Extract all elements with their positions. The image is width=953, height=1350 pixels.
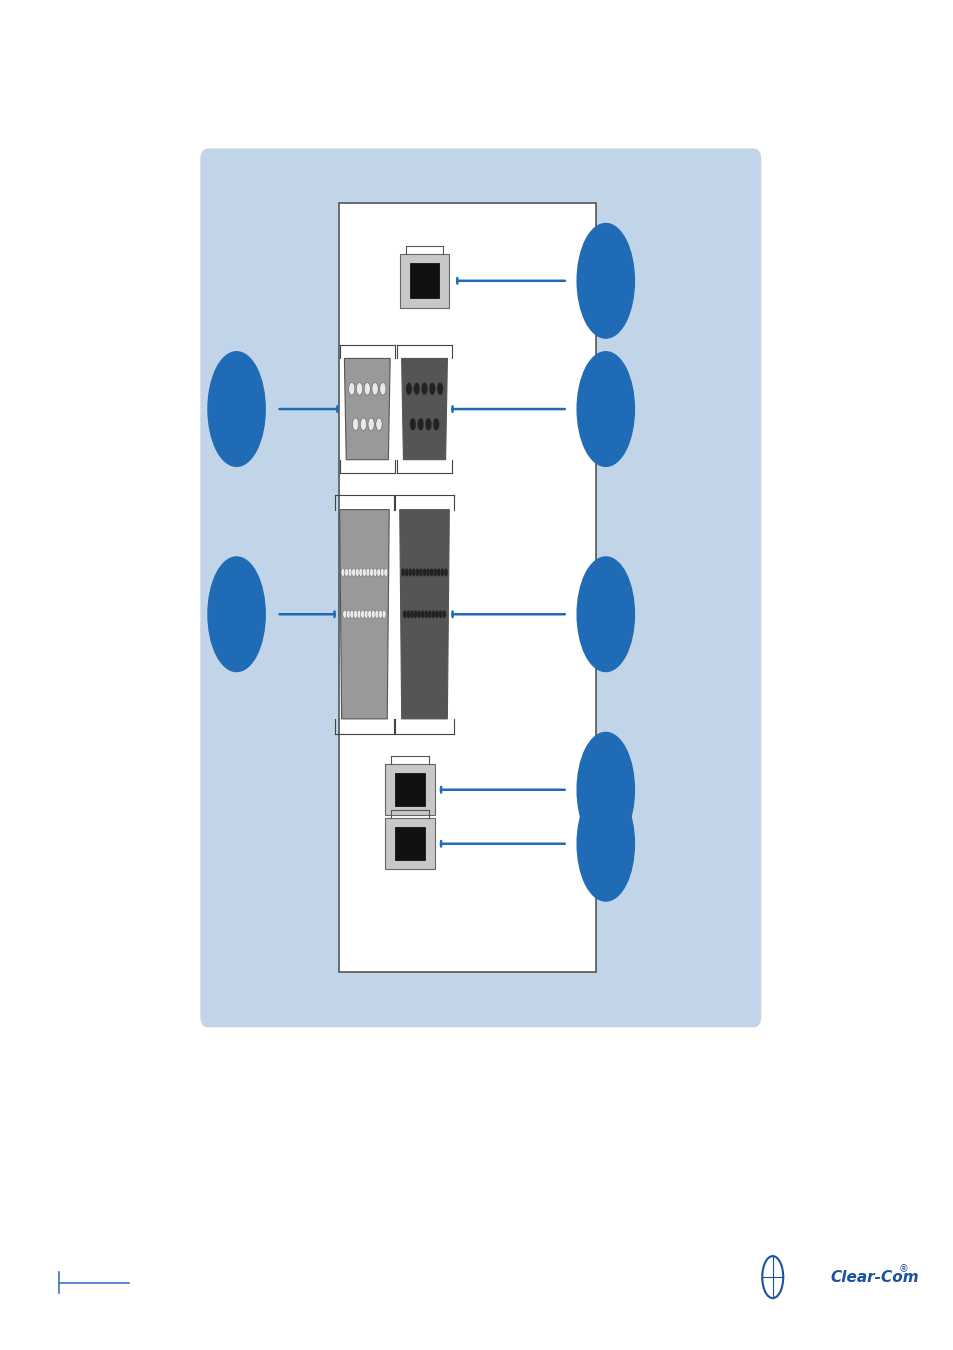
Ellipse shape [355,568,359,576]
Ellipse shape [208,558,265,671]
Ellipse shape [373,568,376,576]
Ellipse shape [371,610,375,618]
Ellipse shape [443,568,448,576]
Ellipse shape [406,610,410,618]
Ellipse shape [368,418,374,431]
FancyBboxPatch shape [399,254,449,308]
Ellipse shape [376,568,380,576]
Ellipse shape [356,382,362,396]
Ellipse shape [428,610,432,618]
Ellipse shape [375,418,382,431]
Ellipse shape [356,610,360,618]
Ellipse shape [425,418,431,431]
Ellipse shape [433,418,439,431]
Ellipse shape [208,352,265,466]
Ellipse shape [372,382,377,396]
Ellipse shape [426,568,430,576]
Ellipse shape [577,224,634,338]
Bar [338,202,596,972]
Ellipse shape [364,382,370,396]
Ellipse shape [350,610,354,618]
Ellipse shape [368,610,372,618]
Ellipse shape [352,418,358,431]
FancyBboxPatch shape [385,818,435,869]
Polygon shape [401,358,447,459]
Text: ®: ® [898,1264,907,1274]
Ellipse shape [408,568,412,576]
Ellipse shape [431,610,435,618]
Ellipse shape [429,568,434,576]
Ellipse shape [364,610,368,618]
Ellipse shape [436,568,440,576]
Text: Clear-Com: Clear-Com [829,1269,918,1285]
Ellipse shape [400,568,405,576]
Bar [395,774,425,806]
Ellipse shape [420,610,424,618]
Ellipse shape [360,610,364,618]
Ellipse shape [577,733,634,846]
Polygon shape [344,358,390,459]
Ellipse shape [424,610,428,618]
Ellipse shape [415,568,419,576]
Ellipse shape [410,610,414,618]
Polygon shape [399,510,449,720]
Ellipse shape [422,568,426,576]
Ellipse shape [433,568,436,576]
Bar [409,263,439,298]
Polygon shape [339,510,389,720]
Ellipse shape [405,382,412,396]
Ellipse shape [440,568,444,576]
Ellipse shape [414,382,419,396]
Ellipse shape [342,610,346,618]
Ellipse shape [421,382,427,396]
Ellipse shape [340,568,345,576]
Ellipse shape [369,568,374,576]
FancyBboxPatch shape [385,764,435,815]
Ellipse shape [416,610,420,618]
Ellipse shape [344,568,348,576]
Ellipse shape [412,568,416,576]
Ellipse shape [577,558,634,671]
Ellipse shape [414,610,417,618]
Ellipse shape [435,610,438,618]
Ellipse shape [429,382,435,396]
Ellipse shape [360,418,366,431]
Ellipse shape [348,568,352,576]
Ellipse shape [436,382,443,396]
Ellipse shape [375,610,378,618]
Ellipse shape [346,610,350,618]
Ellipse shape [380,568,384,576]
Ellipse shape [383,568,388,576]
Ellipse shape [577,787,634,900]
Ellipse shape [438,610,442,618]
Ellipse shape [402,610,406,618]
Ellipse shape [409,418,416,431]
Ellipse shape [379,382,386,396]
Ellipse shape [378,610,382,618]
FancyBboxPatch shape [200,148,760,1027]
Ellipse shape [577,352,634,466]
Ellipse shape [348,382,355,396]
Ellipse shape [404,568,408,576]
Ellipse shape [352,568,355,576]
Ellipse shape [442,610,446,618]
Ellipse shape [366,568,370,576]
Ellipse shape [382,610,386,618]
Ellipse shape [354,610,357,618]
Bar [395,828,425,860]
Ellipse shape [362,568,366,576]
Ellipse shape [418,568,422,576]
Ellipse shape [358,568,362,576]
Ellipse shape [417,418,423,431]
